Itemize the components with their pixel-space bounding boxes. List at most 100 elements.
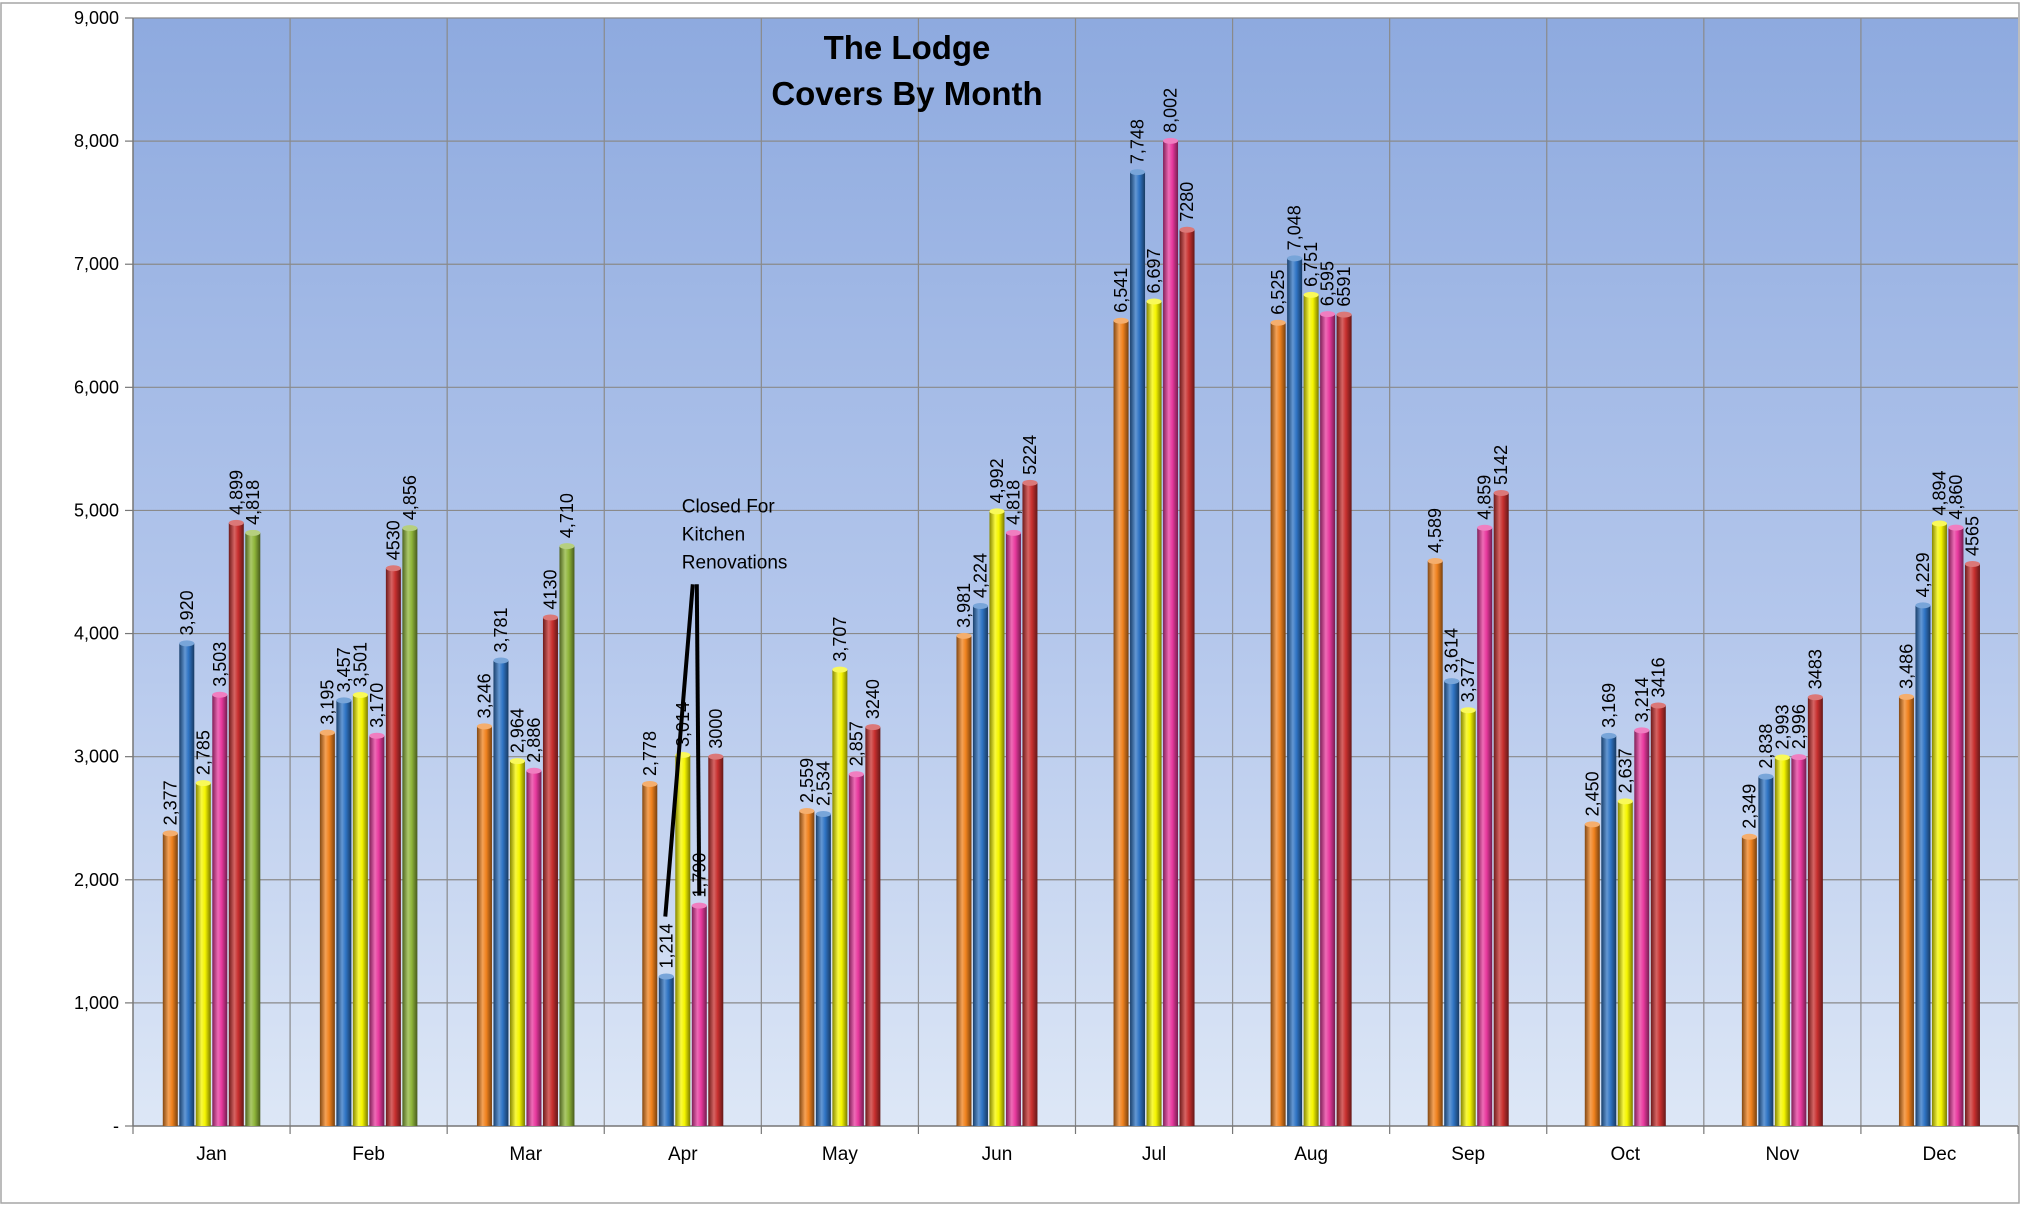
bar [542,617,558,1126]
annotation-text: Closed For [682,496,776,517]
data-labels: 2,3773,9202,7853,5034,8994,8183,1953,457… [160,88,1982,969]
data-label: 2,349 [1739,784,1759,829]
bar-cap [352,691,368,698]
data-label: 4,860 [1946,475,1966,520]
data-label: 2,838 [1756,724,1776,769]
bar-cap [972,602,988,609]
bar [1650,705,1666,1126]
data-label: 3000 [706,709,726,749]
bar [195,783,211,1126]
bar [1163,140,1179,1127]
bar [642,783,658,1126]
data-label: 4,589 [1425,508,1445,553]
bar-cap [212,691,228,698]
bar-cap [493,657,509,664]
ytick-label: 1,000 [74,993,119,1013]
bar [1005,532,1021,1126]
data-label: 3,503 [210,642,230,687]
bar-cap [815,811,831,818]
bar [1303,294,1319,1126]
bar-cap [1634,727,1650,734]
bar [832,669,848,1126]
bar [1617,801,1633,1126]
bar [1948,527,1964,1126]
bar-cap [1477,524,1493,531]
bar [526,770,542,1126]
bar [848,774,864,1126]
annotation: Closed For Kitchen Renovations [663,496,788,917]
data-label: 4,710 [557,493,577,538]
data-label: 2,964 [507,708,527,753]
bar-cap [1179,226,1195,233]
bar [1427,561,1443,1126]
data-label: 6,595 [1318,261,1338,306]
xtick-label: Apr [668,1144,698,1165]
bar-cap [336,697,352,704]
bar-cap [1113,317,1129,324]
bar [509,761,525,1126]
bar-cap [1303,291,1319,298]
data-label: 2,857 [846,721,866,766]
data-label: 3,170 [367,683,387,728]
bar-cap [1931,520,1947,527]
bar [1601,735,1617,1126]
bar-cap [559,543,575,550]
data-label: 4130 [540,570,560,610]
bar [493,660,509,1126]
bar [1477,527,1493,1126]
data-label: 4,899 [226,470,246,515]
data-label: 3,214 [1632,677,1652,722]
data-label: 6,697 [1144,248,1164,293]
bar-cap [1807,694,1823,701]
data-label: 3,169 [1599,683,1619,728]
xtick-label: Jun [982,1144,1013,1165]
annotation-text: Kitchen [682,524,745,545]
xtick-label: Mar [509,1144,542,1165]
data-label: 3,781 [491,607,511,652]
bars [162,137,1980,1127]
data-label: 2,886 [524,718,544,763]
data-label: 2,778 [640,731,660,776]
bar-cap [989,508,1005,515]
bar-cap [1650,702,1666,709]
xtick-label: Jan [196,1144,227,1165]
bar-cap [526,767,542,774]
bar-cap [642,780,658,787]
data-label: 2,559 [797,758,817,803]
data-label: 6,525 [1268,270,1288,315]
annotation-text: Renovations [682,552,788,573]
bar [162,833,178,1126]
bar [476,726,492,1126]
data-label: 1,214 [656,923,676,968]
bar-cap [228,519,244,526]
data-label: 8,002 [1161,88,1181,133]
data-label: 3,457 [334,647,354,692]
bar [402,528,418,1126]
bar-cap [1130,169,1146,176]
data-label: 5224 [1020,435,1040,475]
ytick-label: - [113,1116,119,1136]
bar [385,568,401,1126]
data-label: 2,450 [1582,771,1602,816]
bar-cap [542,614,558,621]
bar [1634,730,1650,1126]
bar-cap [956,632,972,639]
bar-cap [1287,255,1303,262]
bar [1444,681,1460,1126]
bar [1493,492,1509,1127]
data-label: 5142 [1491,445,1511,485]
bar [1915,605,1931,1126]
bar [1898,696,1914,1126]
bar [1964,563,1980,1126]
data-label: 3240 [863,679,883,719]
data-label: 6,541 [1111,268,1131,313]
bar-cap [1022,479,1038,486]
data-label: 4,818 [1003,480,1023,525]
data-label: 6591 [1334,267,1354,307]
xtick-label: Jul [1142,1144,1166,1165]
xtick-label: Oct [1611,1144,1641,1165]
bar [1460,710,1476,1126]
data-label: 4,229 [1913,552,1933,597]
bar-cap [1948,524,1964,531]
